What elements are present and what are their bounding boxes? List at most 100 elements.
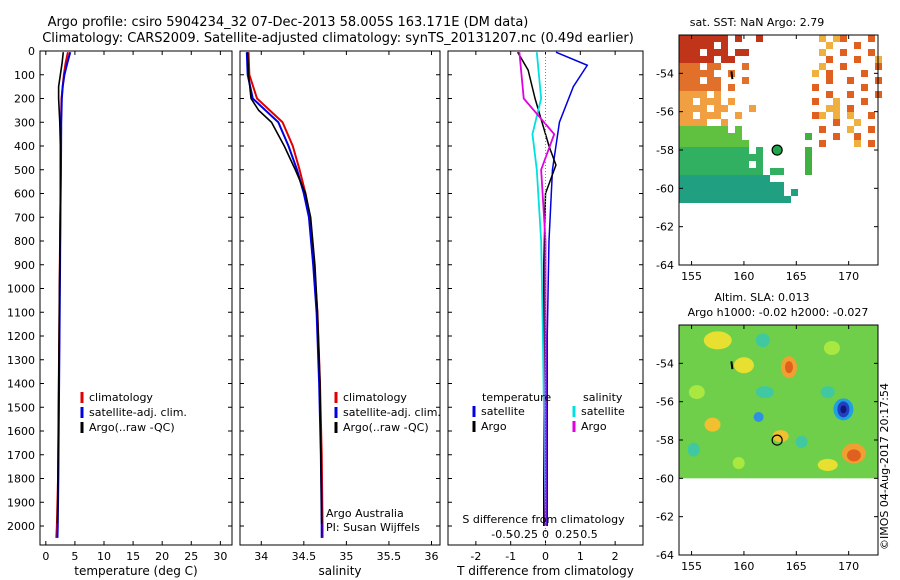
series-line-temperature-argo: [516, 51, 557, 526]
figure-title-line2: Climatology: CARS2009. Satellite-adjuste…: [42, 31, 634, 46]
sst-cell: [861, 70, 868, 77]
map-subtitle: Argo h1000: -0.02 h2000: -0.027: [688, 306, 869, 319]
sla-anomaly-blob: [820, 386, 835, 399]
sst-cell: [728, 140, 735, 147]
sst-cell: [714, 84, 721, 91]
sst-cell: [714, 189, 721, 196]
sst-cell: [686, 182, 693, 189]
sst-cell: [728, 147, 735, 154]
sla-anomaly-blob: [704, 417, 721, 432]
sst-cell: [742, 196, 749, 203]
sst-cell: [826, 56, 833, 63]
sst-cell: [819, 63, 826, 70]
sst-cell: [735, 182, 742, 189]
sst-cell: [679, 35, 686, 42]
sla-anomaly-blob: [703, 331, 732, 350]
y-tick-label: -58: [656, 434, 674, 447]
s-tick-label: 0.5: [580, 528, 598, 541]
x-tick-label: 10: [97, 550, 111, 563]
sst-cell: [728, 84, 735, 91]
sst-cell: [770, 189, 777, 196]
y-tick-label: 2000: [7, 520, 35, 533]
sst-cell: [700, 98, 707, 105]
sst-cell: [742, 168, 749, 175]
sst-cell: [805, 168, 812, 175]
sst-cell: [686, 175, 693, 182]
x-tick-label: 15: [126, 550, 140, 563]
sst-cell: [693, 147, 700, 154]
sst-cell: [679, 140, 686, 147]
sst-cell: [693, 182, 700, 189]
y-tick-label: -56: [656, 396, 674, 409]
sst-cell: [714, 168, 721, 175]
sst-cell: [693, 196, 700, 203]
series-line-salinity-satellite: [531, 52, 547, 527]
sst-cell: [707, 49, 714, 56]
y-tick-label: 1800: [7, 473, 35, 486]
sst-cell: [735, 49, 742, 56]
sst-cell: [763, 189, 770, 196]
sst-cell: [700, 119, 707, 126]
x-tick-label: -2: [470, 550, 481, 563]
sst-cell: [749, 196, 756, 203]
x-tick-label: 35: [339, 550, 353, 563]
sst-cell: [735, 168, 742, 175]
sst-cell: [700, 91, 707, 98]
sst-cell: [707, 154, 714, 161]
sst-cell: [686, 63, 693, 70]
sst-cell: [854, 133, 861, 140]
sst-cell: [826, 105, 833, 112]
y-tick-label: 700: [14, 211, 35, 224]
sst-cell: [721, 161, 728, 168]
sst-cell: [840, 35, 847, 42]
sst-cell: [868, 35, 875, 42]
sst-cell: [721, 175, 728, 182]
sst-cell: [742, 161, 749, 168]
legend-label: climatology: [89, 391, 153, 404]
sst-cell: [700, 161, 707, 168]
sst-cell: [714, 77, 721, 84]
sst-cell: [770, 182, 777, 189]
sla-anomaly-blob: [687, 442, 700, 457]
x-tick-label: 155: [681, 560, 702, 573]
sst-cell: [700, 147, 707, 154]
sst-cell: [686, 70, 693, 77]
sst-cell: [847, 112, 854, 119]
sst-cell: [819, 35, 826, 42]
sst-cell: [742, 77, 749, 84]
s-tick-label: -0.25: [510, 528, 538, 541]
sst-cell: [742, 63, 749, 70]
sst-cell: [805, 133, 812, 140]
annotation: Argo Australia: [326, 507, 404, 520]
sst-cell: [847, 91, 854, 98]
sst-cell: [728, 196, 735, 203]
sst-cell: [686, 112, 693, 119]
sla-anomaly-blob: [784, 361, 793, 374]
sst-cell: [735, 126, 742, 133]
sst-cell: [700, 189, 707, 196]
sst-cell: [714, 161, 721, 168]
argo-position-marker: [771, 434, 783, 446]
sst-cell: [686, 140, 693, 147]
x-tick-label: 36: [424, 550, 438, 563]
sst-cell: [700, 140, 707, 147]
sst-cell: [707, 63, 714, 70]
sst-cell: [686, 154, 693, 161]
sst-cell: [679, 42, 686, 49]
sst-cell: [840, 63, 847, 70]
sst-cell: [679, 105, 686, 112]
sst-cell: [840, 49, 847, 56]
sla-anomaly-blob: [755, 333, 770, 348]
sst-cell: [700, 133, 707, 140]
sst-cell: [777, 182, 784, 189]
figure-title-line1: Argo profile: csiro 5904234_32 07-Dec-20…: [48, 15, 529, 30]
sst-cell: [805, 147, 812, 154]
sst-cell: [756, 196, 763, 203]
sst-cell: [819, 126, 826, 133]
sla-anomaly-blob: [817, 458, 838, 471]
sst-cell: [714, 49, 721, 56]
sst-cell: [812, 84, 819, 91]
sst-cell: [693, 42, 700, 49]
s-tick-label: 0.25: [555, 528, 580, 541]
x-tick-label: 20: [155, 550, 169, 563]
